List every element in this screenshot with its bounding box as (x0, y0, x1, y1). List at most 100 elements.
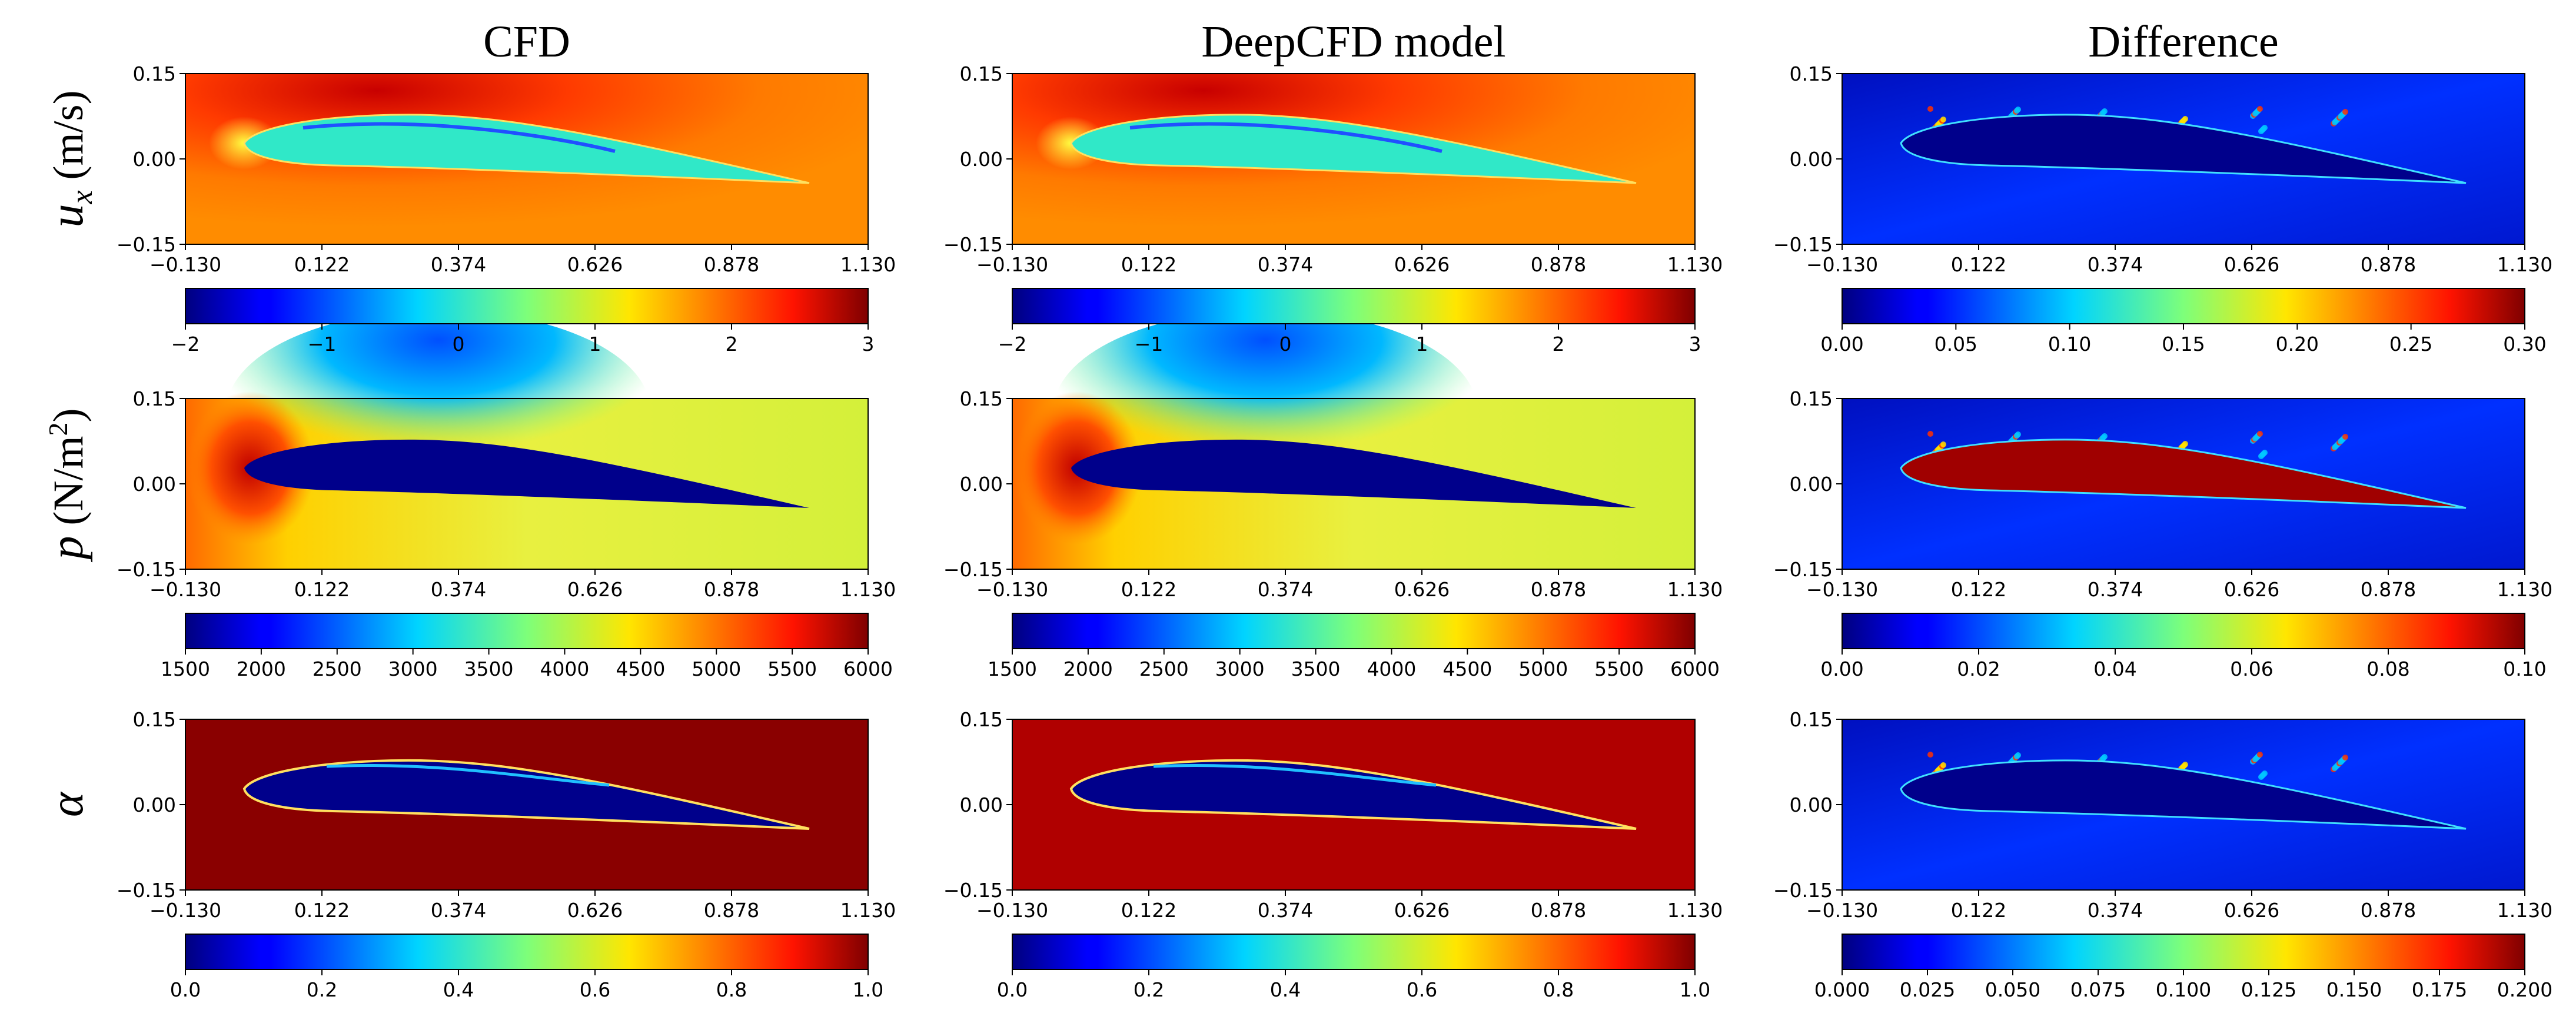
x-tick-label: 0.878 (2361, 899, 2416, 922)
y-tick-label: −0.15 (1773, 558, 1833, 581)
x-tick-label: 1.130 (2497, 253, 2552, 276)
x-tick-label: 0.122 (1121, 578, 1176, 601)
y-tick-label: 0.00 (133, 473, 176, 496)
colorbar-tick-label: 0.075 (2070, 978, 2126, 1001)
y-tick-label: 0.00 (1790, 793, 1833, 816)
colorbar-tick-label: 0.2 (1134, 978, 1164, 1001)
error-speck (1927, 752, 1933, 758)
colorbar-tick-label: 0.175 (2412, 978, 2467, 1001)
y-tick-label: −0.15 (117, 558, 176, 581)
x-tick-label: −0.130 (149, 578, 221, 601)
panel-r1-c2: −0.130 0.122 0.374 0.626 0.878 1.130 0.15 0.00 −… (1773, 387, 2552, 601)
x-tick-label: −0.130 (149, 899, 221, 922)
x-tick-label: 0.374 (2088, 899, 2143, 922)
colorbar-tick-label: 0.10 (2048, 333, 2091, 356)
x-tick-label: 0.626 (2224, 253, 2279, 276)
x-tick-label: 0.878 (2361, 253, 2416, 276)
colorbar-tick-label: 2500 (313, 657, 362, 680)
colorbar-r0-c2: 0.00 0.05 0.10 0.15 0.20 0.25 0.30 (1820, 288, 2547, 356)
colorbar-tick-label: 6000 (1670, 657, 1720, 680)
x-tick-label: 0.122 (1121, 253, 1176, 276)
colorbar-tick-label: 3000 (1215, 657, 1265, 680)
colorbar-tick-label: 1 (589, 333, 601, 356)
error-speck (2257, 431, 2263, 437)
x-tick-label: 0.626 (1394, 253, 1450, 276)
colorbar-tick-label: 1.0 (853, 978, 883, 1001)
colorbar-tick-label: 0.15 (2162, 333, 2205, 356)
colorbar-tick-label: 0.0 (170, 978, 201, 1001)
x-tick-label: −0.130 (1806, 253, 1878, 276)
x-tick-label: 0.878 (2361, 578, 2416, 601)
x-tick-label: 1.130 (2497, 578, 2552, 601)
colorbar-tick-label: 3500 (1291, 657, 1341, 680)
colorbar-tick-label: 0.025 (1900, 978, 1955, 1001)
x-tick-label: 0.374 (2088, 578, 2143, 601)
y-tick-label: −0.15 (1773, 879, 1833, 902)
plot-panels: −0.130 0.122 0.374 0.626 0.878 1.130 0.15 0.00 −… (117, 62, 2552, 1001)
colorbar-tick-label: 0.0 (997, 978, 1028, 1001)
error-speck (2102, 433, 2108, 439)
colorbar-tick-label: 2000 (1063, 657, 1113, 680)
error-speck (1940, 441, 1946, 447)
row-label-0: ux (m/s) (41, 90, 99, 227)
x-tick-label: 0.374 (431, 253, 486, 276)
colorbar-tick-label: 0.125 (2241, 978, 2296, 1001)
colorbar-tick-label: 2000 (237, 657, 286, 680)
colorbar-r1-c1: 1500 2000 2500 3000 3500 4000 4500 5000 5500 6000 (988, 613, 1720, 680)
y-tick-label: 0.15 (1790, 387, 1833, 410)
y-tick-label: 0.00 (960, 473, 1003, 496)
colorbar-r2-c0: 0.0 0.2 0.4 0.6 0.8 1.0 (170, 934, 883, 1001)
colorbar-tick-label: 0.6 (1407, 978, 1437, 1001)
colorbar-tick-label: 3500 (464, 657, 514, 680)
y-tick-label: 0.15 (133, 708, 176, 731)
colorbar-tick-label: 0.08 (2366, 657, 2409, 680)
interface-line (1153, 763, 1437, 787)
colorbar-tick-label: 0.20 (2276, 333, 2319, 356)
x-tick-label: 0.374 (1258, 899, 1313, 922)
colorbar-tick-label: −1 (308, 333, 337, 356)
x-tick-label: −0.130 (976, 253, 1048, 276)
colorbar-tick-label: 0.00 (1820, 333, 1863, 356)
colorbar-gradient (1012, 288, 1696, 324)
y-tick-label: −0.15 (117, 879, 176, 902)
colorbar-gradient (185, 934, 869, 970)
error-speck (1940, 117, 1946, 122)
x-tick-label: 0.122 (294, 253, 350, 276)
x-tick-label: 1.130 (840, 578, 896, 601)
row-label-1: p (N/m2) (41, 408, 93, 563)
error-speck (2262, 125, 2268, 131)
colorbar-tick-label: 4500 (1442, 657, 1492, 680)
colorbar-tick-label: 0.06 (2230, 657, 2273, 680)
colorbar-tick-label: 0.6 (580, 978, 610, 1001)
x-tick-label: 0.374 (431, 899, 486, 922)
x-tick-label: 0.626 (567, 253, 623, 276)
x-tick-label: 0.626 (1394, 578, 1450, 601)
y-tick-label: 0.00 (960, 148, 1003, 171)
colorbar-r0-c1: −2 −1 0 1 2 3 (998, 288, 1701, 356)
annotations: CFD DeepCFD model Difference ux (m/s) p (N/m… (41, 17, 2279, 817)
colorbar-gradient (1842, 934, 2525, 970)
colorbar-tick-label: 2500 (1139, 657, 1189, 680)
y-tick-label: 0.00 (133, 793, 176, 816)
colorbar-tick-label: 0.8 (716, 978, 747, 1001)
colorbar-tick-label: 4000 (1367, 657, 1416, 680)
y-tick-label: 0.15 (133, 62, 176, 85)
x-tick-label: 1.130 (1667, 578, 1723, 601)
x-tick-label: −0.130 (976, 899, 1048, 922)
x-tick-label: 0.626 (567, 578, 623, 601)
error-speck (2342, 434, 2348, 440)
panel-r1-c0: −0.130 0.122 0.374 0.626 0.878 1.130 0.15 0.00 −… (117, 310, 896, 601)
colorbar-gradient (185, 288, 869, 324)
colorbar-gradient (1842, 288, 2525, 324)
error-speck (2182, 441, 2188, 447)
x-tick-label: −0.130 (1806, 899, 1878, 922)
y-tick-label: 0.00 (133, 148, 176, 171)
x-tick-label: 0.374 (1258, 253, 1313, 276)
colorbar-tick-label: 0.10 (2503, 657, 2546, 680)
x-tick-label: −0.130 (976, 578, 1048, 601)
colorbar-tick-label: 0.25 (2389, 333, 2432, 356)
y-tick-label: −0.15 (117, 233, 176, 256)
x-tick-label: 0.626 (1394, 899, 1450, 922)
colorbar-gradient (1842, 613, 2525, 649)
